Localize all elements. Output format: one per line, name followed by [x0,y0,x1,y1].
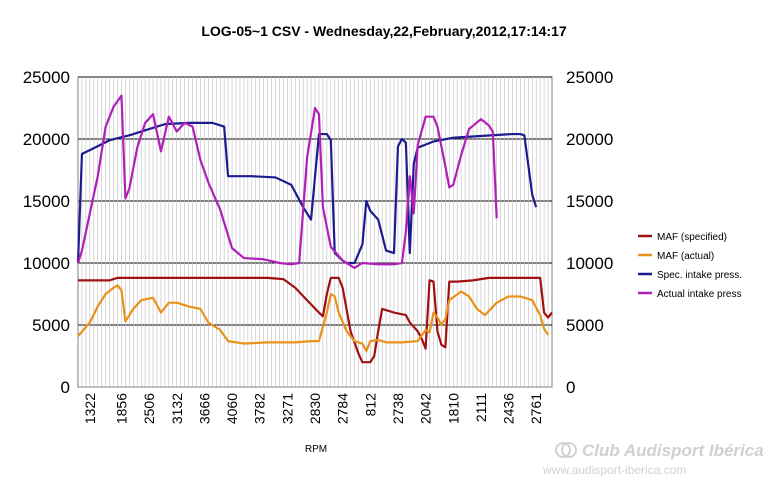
chart-title: LOG-05~1 CSV - Wednesday,22,February,201… [201,23,567,39]
y-tick-label-left: 0 [61,378,70,397]
y-tick-label-left: 20000 [23,130,70,149]
watermark-logo-icon [555,442,577,458]
series-line-1 [78,276,553,364]
series-line-2 [77,284,549,353]
x-tick-label: 1810 [445,393,461,424]
chart-legend: MAF (specified) MAF (actual) Spec. intake … [638,232,742,300]
x-tick-label: 3782 [252,393,268,424]
x-tick-label: 812 [362,393,378,417]
x-tick-label: 2436 [501,393,517,424]
series-line-4 [76,94,498,270]
series-line-3 [76,121,538,265]
x-tick-label: 2738 [390,393,406,424]
axis-layer: 0 0 5000 5000 10000 10000 15000 15000 20000 20000… [23,68,614,424]
y-tick-label-left: 5000 [32,316,70,335]
x-tick-label: 3271 [279,393,295,424]
x-tick-label: 2506 [141,393,157,424]
series-layer [76,94,553,364]
legend-label: MAF (specified) [657,232,727,243]
x-axis-title: RPM [305,444,327,455]
x-tick-label: 1322 [82,393,98,424]
x-tick-label: 1856 [113,393,129,424]
y-tick-label-right: 25000 [566,68,613,87]
y-tick-label-right: 0 [566,378,575,397]
legend-label: Spec. intake press. [657,270,742,281]
legend-label: MAF (actual) [657,251,714,262]
x-tick-label: 3132 [169,393,185,424]
y-tick-label-right: 20000 [566,130,613,149]
x-tick-label: 2042 [418,393,434,424]
x-tick-label: 2830 [307,393,323,424]
x-tick-label: 2784 [335,393,351,424]
x-tick-label: 3666 [196,393,212,424]
watermark-url: www.audisport-iberica.com [542,463,686,477]
x-tick-label: 4060 [224,393,240,424]
legend-label: Actual intake press [657,289,742,300]
grid-layer [77,76,553,388]
y-tick-label-left: 10000 [23,254,70,273]
y-tick-label-left: 15000 [23,192,70,211]
y-tick-label-right: 5000 [566,316,604,335]
x-tick-label: 2761 [528,393,544,424]
y-tick-label-right: 10000 [566,254,613,273]
y-tick-label-left: 25000 [23,68,70,87]
y-tick-label-right: 15000 [566,192,613,211]
watermark-brand: Club Audisport Ibérica [582,441,764,460]
x-tick-label: 2111 [473,393,489,422]
watermark: Club Audisport Ibérica www.audisport-ibe… [542,441,764,477]
